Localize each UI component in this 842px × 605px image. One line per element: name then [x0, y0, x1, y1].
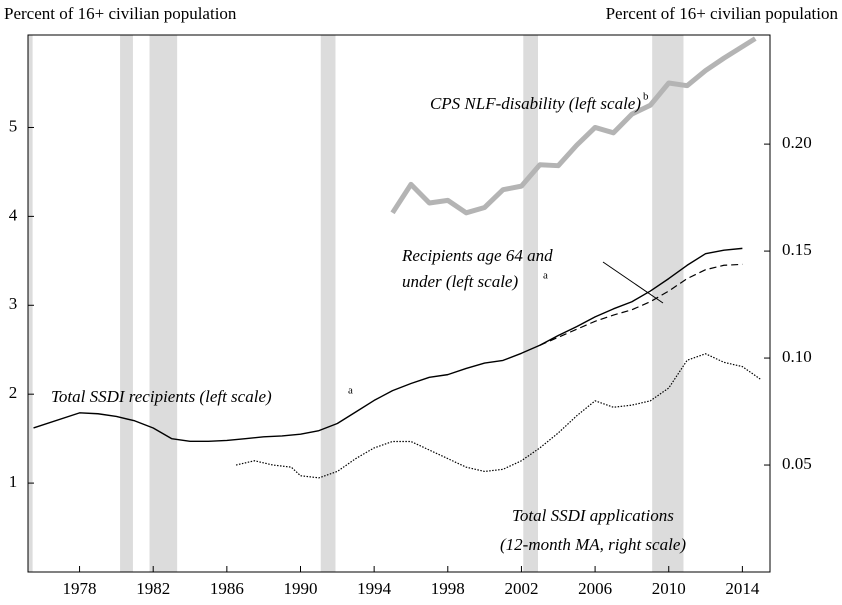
- series-line: [33, 247, 743, 443]
- pointer-line: [602, 261, 664, 304]
- series-label: Recipients age 64 and: [401, 246, 553, 265]
- recession-band: [320, 35, 336, 572]
- x-tick-label: 2006: [578, 579, 612, 598]
- x-tick-label: 1990: [283, 579, 317, 598]
- y-tick-label: 1: [9, 472, 18, 491]
- recession-band: [120, 35, 133, 572]
- y2-tick-label: 0.20: [782, 133, 812, 152]
- y-axis-title: Percent of 16+ civilian population: [4, 4, 237, 23]
- x-tick-label: 1986: [210, 579, 244, 598]
- plot-frame: [27, 34, 771, 573]
- x-tick-label: 1994: [357, 579, 392, 598]
- y-tick-label: 3: [9, 294, 18, 313]
- series-label: Total SSDI recipients (left scale): [51, 387, 272, 406]
- x-tick-label: 2014: [725, 579, 760, 598]
- x-tick-label: 2002: [504, 579, 538, 598]
- y-tick-label: 5: [9, 116, 18, 135]
- y2-tick-label: 0.15: [782, 240, 812, 259]
- recession-band: [652, 35, 684, 572]
- series-label: (12-month MA, right scale): [500, 535, 686, 554]
- recession-band: [28, 35, 33, 572]
- x-tick-label: 1998: [431, 579, 465, 598]
- y-tick-label: 2: [9, 383, 18, 402]
- series-label: under (left scale): [402, 272, 518, 291]
- series-line: [235, 353, 762, 479]
- x-tick-label: 1982: [136, 579, 170, 598]
- series-line: [539, 263, 743, 346]
- series-label-note: b: [643, 91, 649, 103]
- y2-tick-label: 0.10: [782, 347, 812, 366]
- x-tick-label: 1978: [63, 579, 97, 598]
- recession-band: [149, 35, 178, 572]
- series-line: [390, 36, 757, 216]
- recession-band: [523, 35, 539, 572]
- series-label: Total SSDI applications: [512, 506, 674, 525]
- x-tick-label: 2010: [652, 579, 686, 598]
- y2-tick-label: 0.05: [782, 454, 812, 473]
- y2-axis-title: Percent of 16+ civilian population: [606, 4, 839, 23]
- y-tick-label: 4: [9, 205, 18, 224]
- series-label-note: a: [348, 385, 353, 397]
- series-label: CPS NLF-disability (left scale): [430, 94, 641, 113]
- series-label-note: a: [543, 270, 548, 282]
